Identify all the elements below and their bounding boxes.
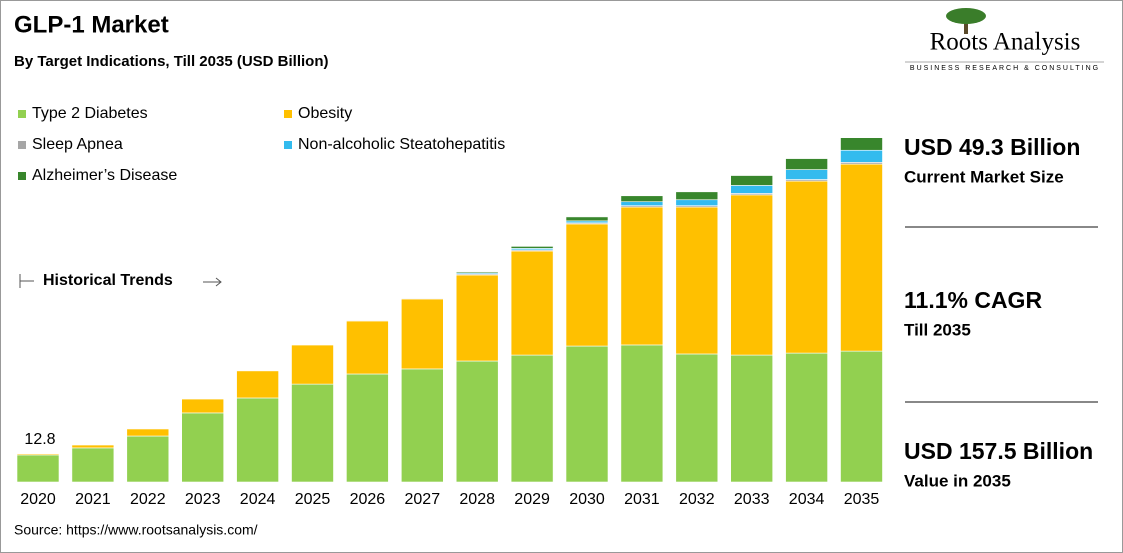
bar-segment (181, 398, 224, 414)
legend-label: Type 2 Diabetes (32, 105, 148, 122)
highlight-headline: USD 49.3 Billion (904, 134, 1080, 160)
legend-swatch (18, 172, 26, 180)
highlight-caption: Current Market Size (904, 167, 1064, 186)
bar-segment (291, 383, 334, 483)
bar-segment (730, 175, 774, 186)
bar-segment (236, 370, 279, 399)
x-tick-label: 2026 (350, 491, 386, 508)
bar-segment (675, 353, 719, 483)
annotation: Historical Trends (43, 272, 173, 289)
bar-segment (455, 360, 499, 483)
bar-segment (730, 185, 774, 194)
chart-subtitle: By Target Indications, Till 2035 (USD Bi… (14, 53, 329, 70)
bar-segment (71, 444, 115, 449)
x-tick-label: 2022 (130, 491, 166, 508)
bar-segment (785, 180, 828, 354)
bar-segment (291, 344, 334, 385)
bar-segment (236, 397, 279, 483)
bar-segment (840, 163, 883, 352)
x-tick-label: 2032 (679, 491, 715, 508)
x-tick-label: 2031 (624, 491, 660, 508)
legend-swatch (284, 110, 292, 118)
bar-segment (346, 319, 389, 322)
data-label: 12.8 (24, 431, 55, 448)
bar-segment (16, 454, 60, 483)
bar-segment (400, 368, 444, 483)
x-tick-label: 2024 (240, 491, 276, 508)
bar-segment (620, 195, 664, 203)
bar-segment (181, 412, 224, 483)
bar-segment (126, 428, 170, 437)
highlight-caption: Value in 2035 (904, 471, 1011, 490)
bar-segment (730, 194, 774, 356)
legend-label: Obesity (298, 105, 352, 122)
bar-segment (675, 199, 719, 206)
x-tick-label: 2028 (459, 491, 495, 508)
source: Source: https://www.rootsanalysis.com/ (14, 522, 258, 538)
bar-segment (126, 435, 170, 483)
x-tick-label: 2021 (75, 491, 111, 508)
bar-segment (455, 271, 499, 274)
brand: Roots Analysis (930, 29, 1081, 56)
bar-segment (675, 206, 719, 355)
bar-segment (455, 274, 499, 362)
bar-segment (840, 149, 883, 163)
bar-segment (785, 352, 828, 483)
bar-segment (16, 453, 60, 456)
highlight-headline: 11.1% CAGR (904, 287, 1042, 313)
bar-segment (510, 246, 554, 249)
bar-segment (840, 137, 883, 151)
bar-segment (565, 216, 609, 222)
bar-segment (785, 169, 828, 180)
x-tick-label: 2034 (789, 491, 825, 508)
bar-segment (400, 298, 444, 370)
bar-segment (565, 345, 609, 483)
chart-title: GLP-1 Market (14, 11, 169, 38)
x-tick-label: 2023 (185, 491, 221, 508)
x-tick-label: 2020 (20, 491, 56, 508)
annotation-arrow (203, 277, 222, 287)
bar-segment (400, 297, 444, 300)
legend-swatch (18, 110, 26, 118)
highlight-caption: Till 2035 (904, 320, 971, 339)
legend-swatch (284, 141, 292, 149)
bar-segment (675, 191, 719, 201)
highlight-headline: USD 157.5 Billion (904, 438, 1093, 464)
x-tick-label: 2025 (295, 491, 331, 508)
bar-segment (620, 344, 664, 483)
bar-segment (730, 354, 774, 483)
bar-segment (785, 158, 828, 170)
bar-segment (510, 250, 554, 356)
bar-segment (346, 373, 389, 483)
legend-label: Alzheimer’s Disease (32, 167, 177, 184)
bar-segment (620, 206, 664, 346)
bar-segment (71, 447, 115, 483)
legend-label: Sleep Apnea (32, 136, 123, 153)
brand-tagline: BUSINESS RESEARCH & CONSULTING (910, 65, 1100, 72)
legend-label: Non-alcoholic Steatohepatitis (298, 136, 505, 153)
logo-tree (946, 8, 986, 34)
x-tick-label: 2035 (844, 491, 880, 508)
bar-segment (565, 223, 609, 347)
x-tick-label: 2030 (569, 491, 605, 508)
bar-segment (510, 354, 554, 483)
x-tick-label: 2027 (405, 491, 441, 508)
x-tick-label: 2033 (734, 491, 770, 508)
legend-swatch (18, 141, 26, 149)
bar-segment (840, 350, 883, 483)
bar-segment (346, 320, 389, 375)
bar-segment (620, 201, 664, 206)
x-tick-label: 2029 (514, 491, 550, 508)
